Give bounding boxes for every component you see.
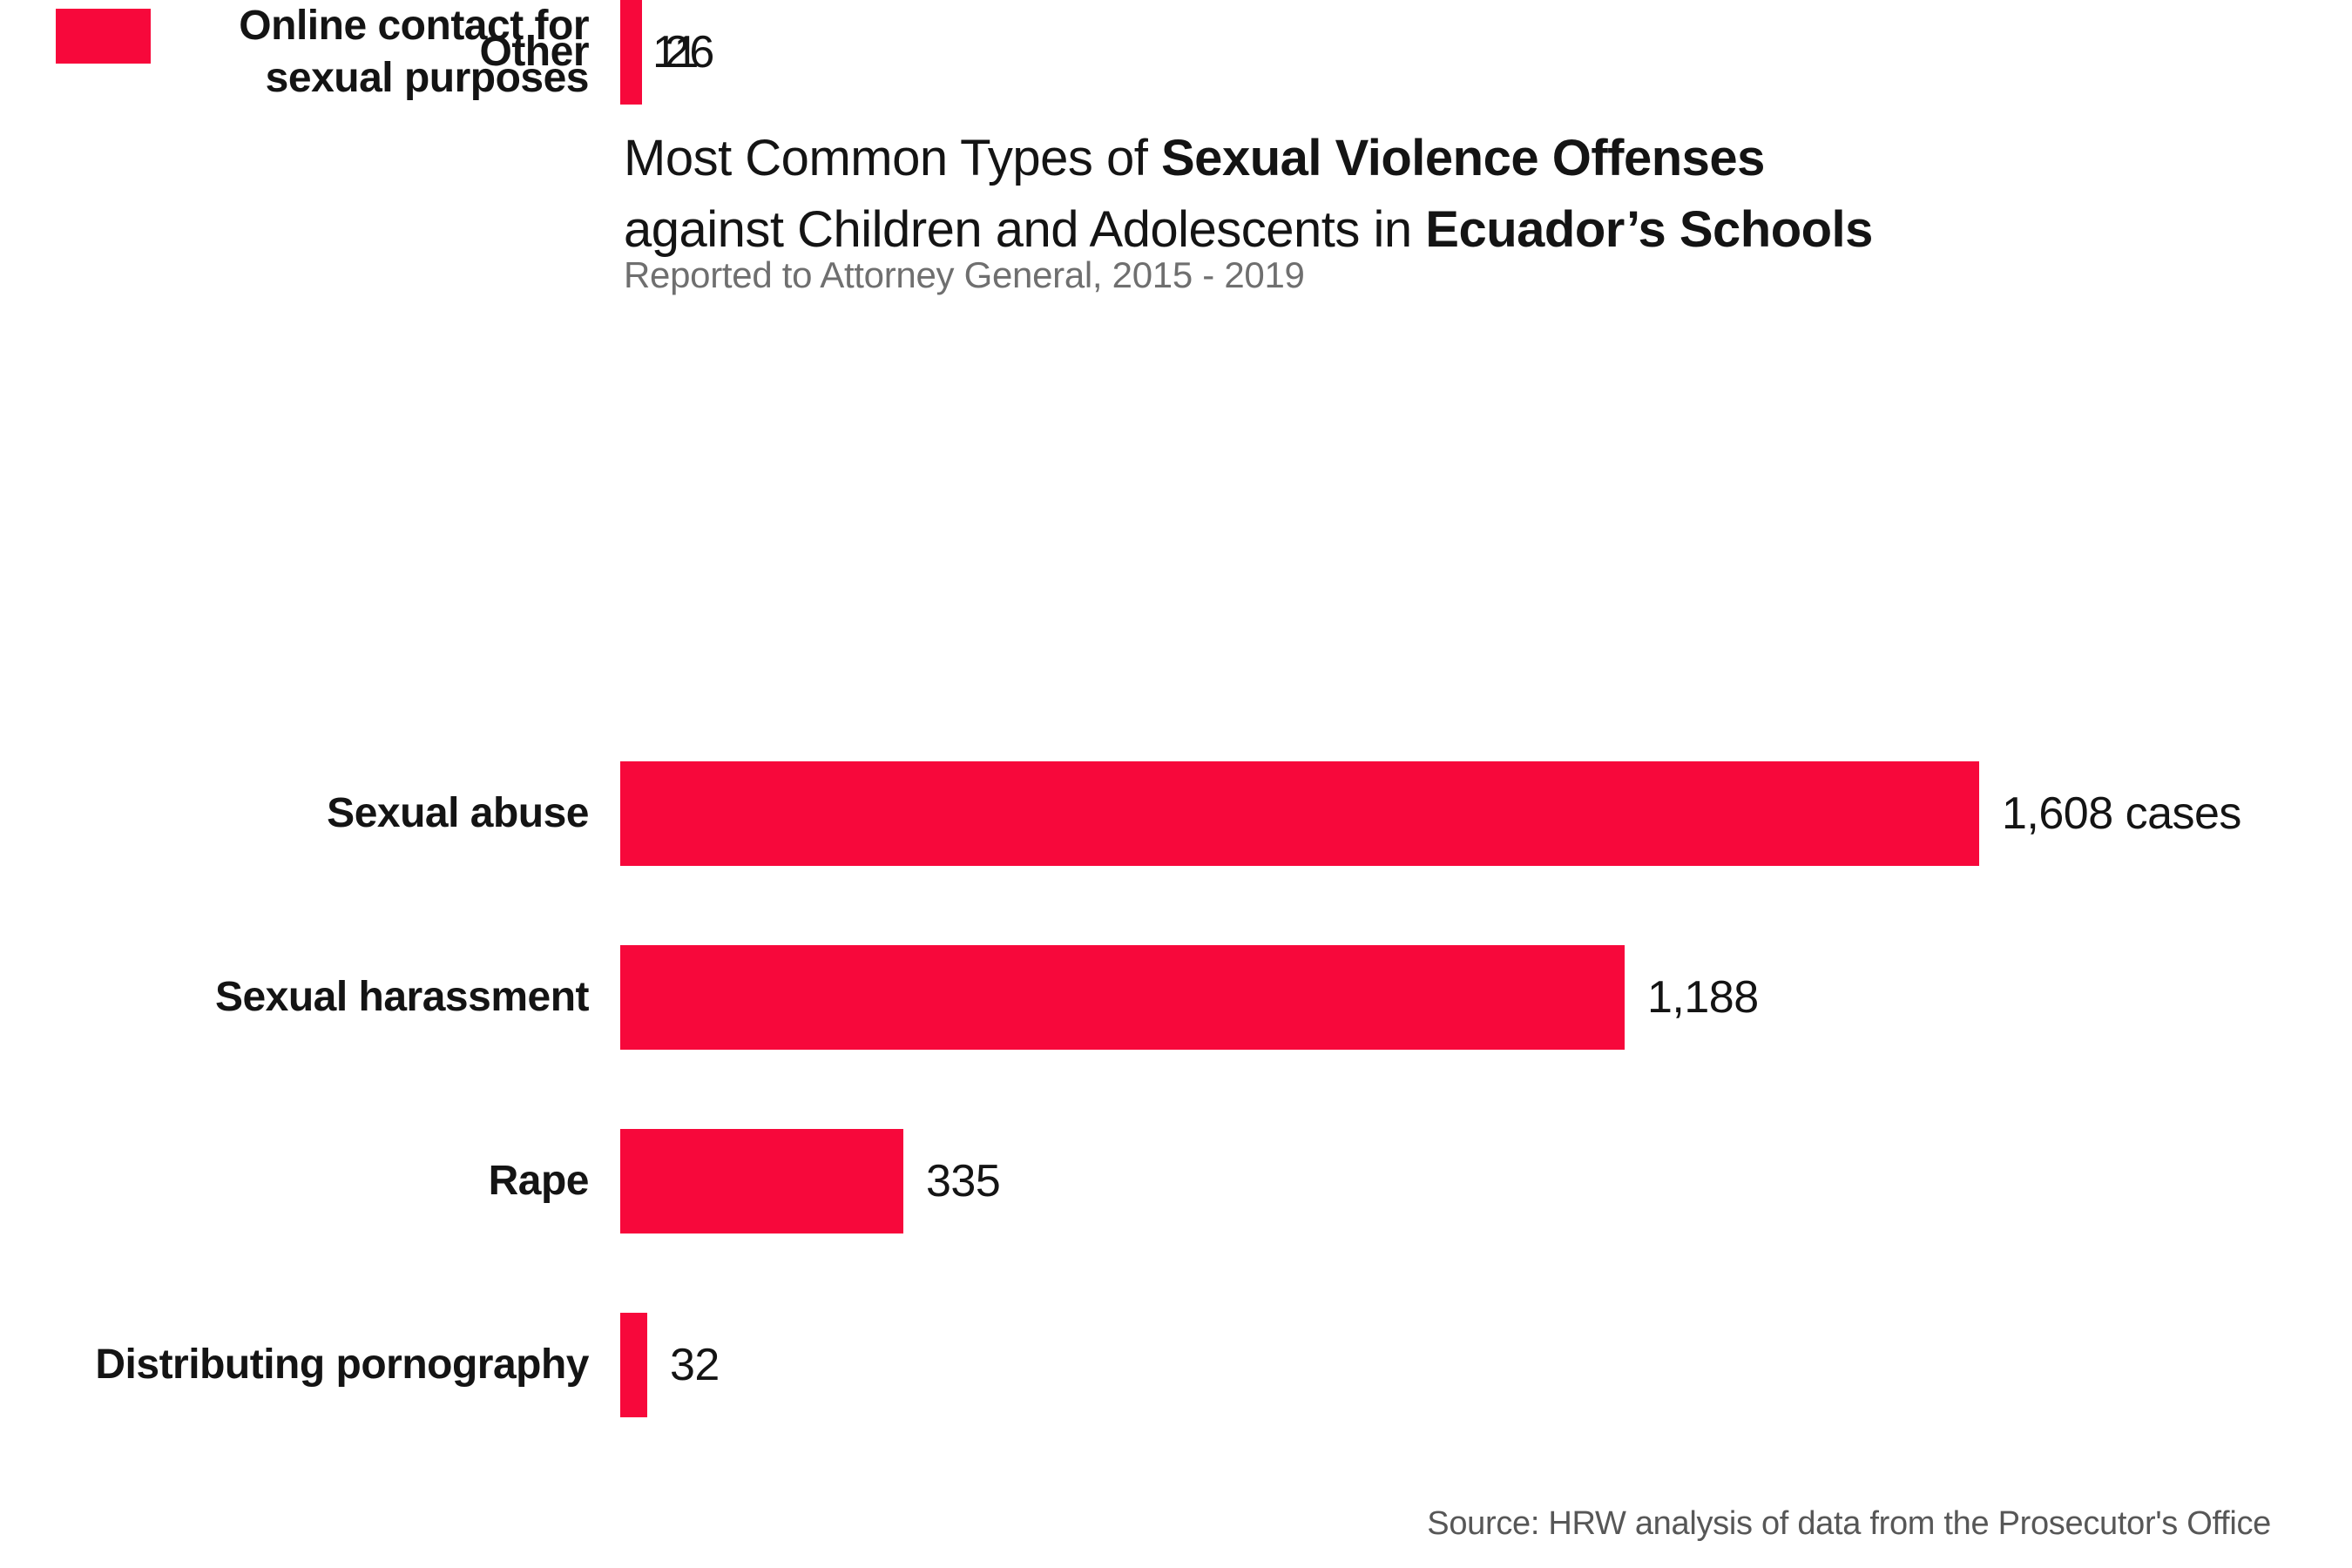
value-label: 26 — [665, 27, 714, 78]
category-label: Rape — [0, 1155, 590, 1207]
bar — [620, 761, 1979, 866]
bar-row: Rape 335 — [0, 1129, 2352, 1233]
category-label-line: Distributing pornography — [95, 1342, 589, 1388]
value-label: 335 — [926, 1156, 1001, 1206]
value-label: 32 — [670, 1340, 720, 1390]
category-label-line: Online contact for — [239, 3, 589, 49]
bar — [620, 0, 630, 105]
chart-title: Most Common Types of Sexual Violence Off… — [624, 123, 1873, 266]
bar-row: Other 11 — [0, 0, 2352, 105]
category-label: Online contact for sexual purposes — [0, 0, 589, 105]
bar-row: Distributing pornography 32 — [0, 1313, 2352, 1417]
bar — [620, 1129, 903, 1233]
hrw-brand-mark — [56, 9, 151, 64]
category-label-line: Other — [479, 29, 589, 75]
title-regular-2: against Children and Adolescents in — [624, 200, 1426, 258]
chart-subtitle: Reported to Attorney General, 2015 - 201… — [624, 254, 1305, 295]
value-label: 1,608 cases — [2002, 788, 2241, 839]
category-label-line: sexual purposes — [265, 55, 590, 101]
source-note: Source: HRW analysis of data from the Pr… — [1427, 1505, 2271, 1542]
title-regular-1: Most Common Types of — [624, 129, 1161, 186]
category-label-line: Sexual harassment — [214, 974, 590, 1020]
category-label: Sexual abuse — [0, 787, 589, 840]
bar — [620, 945, 1625, 1050]
bar-row: Sexual harassment 1,188 — [0, 945, 2352, 1050]
title-bold-2: Ecuador’s Schools — [1425, 200, 1873, 258]
category-label: Sexual harassment — [0, 971, 590, 1024]
value-label: 1,188 — [1647, 972, 1759, 1023]
title-bold-1: Sexual Violence Offenses — [1161, 129, 1765, 186]
category-label: Distributing pornography — [0, 1339, 589, 1391]
bar-row: Online contact for sexual purposes 26 — [0, 0, 2352, 105]
category-label-line: Rape — [488, 1158, 590, 1204]
category-label-line: Sexual abuse — [327, 790, 589, 836]
category-label: Other — [0, 26, 589, 78]
value-label: 11 — [652, 27, 699, 78]
bar-row: Sexual abuse 1,608 cases — [0, 761, 2352, 866]
bar — [620, 1313, 647, 1417]
